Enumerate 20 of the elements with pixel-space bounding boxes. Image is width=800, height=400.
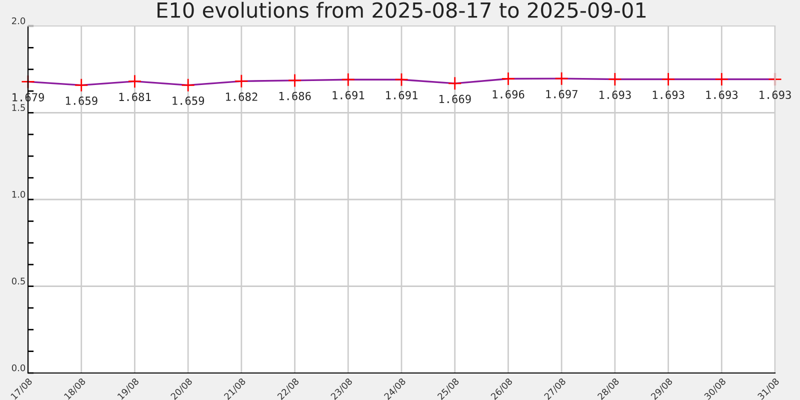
- data-label: 1.693: [652, 90, 684, 100]
- data-label: 1.659: [172, 96, 204, 105]
- data-label: 1.693: [760, 90, 791, 100]
- data-label: 1.691: [386, 90, 418, 100]
- y-tick-label: 1.0: [12, 190, 26, 198]
- y-tick-label: 1.5: [12, 104, 25, 111]
- data-label: 1.682: [226, 92, 258, 101]
- data-label: 1.659: [66, 96, 98, 105]
- chart-title: E10 evolutions from 2025-08-17 to 2025-09-01: [158, 2, 646, 18]
- data-label: 1.691: [332, 90, 364, 100]
- data-label: 1.669: [439, 94, 471, 104]
- y-tick-label: 0.5: [12, 278, 25, 284]
- data-label: 1.686: [279, 92, 311, 100]
- data-label: 1.681: [119, 92, 151, 102]
- data-label: 1.697: [546, 90, 578, 98]
- y-tick-label: 0.0: [12, 364, 26, 372]
- y-tick-label: 2.0: [12, 17, 26, 24]
- data-label: 1.693: [706, 90, 738, 100]
- data-label: 1.693: [600, 90, 631, 100]
- data-label: 1.696: [492, 90, 524, 99]
